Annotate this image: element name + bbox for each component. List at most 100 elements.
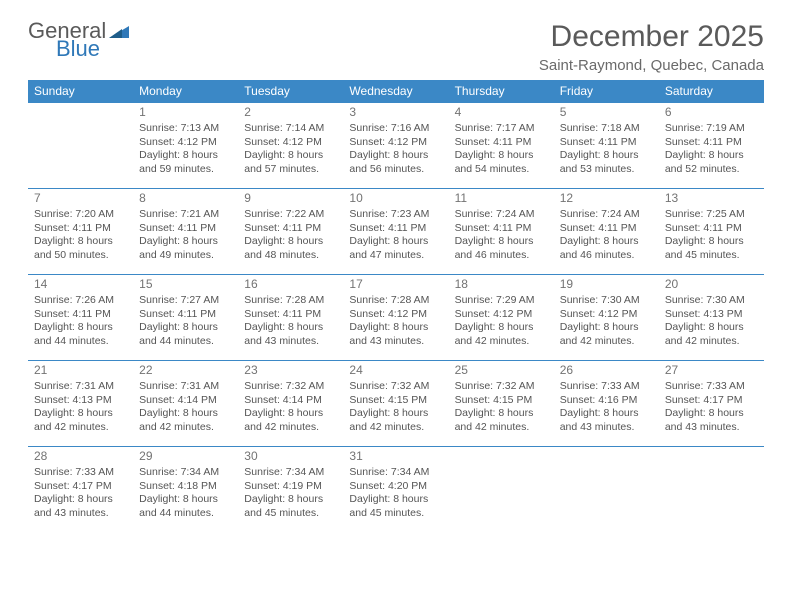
daylight-line: Daylight: 8 hours and 54 minutes. — [455, 149, 548, 176]
calendar-cell: 23Sunrise: 7:32 AMSunset: 4:14 PMDayligh… — [238, 361, 343, 447]
sunrise-line: Sunrise: 7:33 AM — [560, 380, 653, 393]
sunset-line: Sunset: 4:13 PM — [34, 394, 127, 407]
day-header: Monday — [133, 80, 238, 103]
calendar-cell: 12Sunrise: 7:24 AMSunset: 4:11 PMDayligh… — [554, 189, 659, 275]
day-number: 27 — [665, 363, 758, 378]
daylight-line: Daylight: 8 hours and 57 minutes. — [244, 149, 337, 176]
daylight-line: Daylight: 8 hours and 50 minutes. — [34, 235, 127, 262]
calendar-cell — [449, 447, 554, 533]
day-number: 3 — [349, 105, 442, 120]
calendar-cell: 4Sunrise: 7:17 AMSunset: 4:11 PMDaylight… — [449, 103, 554, 189]
calendar-cell: 19Sunrise: 7:30 AMSunset: 4:12 PMDayligh… — [554, 275, 659, 361]
daylight-line: Daylight: 8 hours and 42 minutes. — [455, 407, 548, 434]
daylight-line: Daylight: 8 hours and 45 minutes. — [665, 235, 758, 262]
calendar-cell: 8Sunrise: 7:21 AMSunset: 4:11 PMDaylight… — [133, 189, 238, 275]
sunset-line: Sunset: 4:11 PM — [455, 222, 548, 235]
daylight-line: Daylight: 8 hours and 56 minutes. — [349, 149, 442, 176]
sunrise-line: Sunrise: 7:22 AM — [244, 208, 337, 221]
sunset-line: Sunset: 4:16 PM — [560, 394, 653, 407]
calendar-cell: 27 Sunrise: 7:33 AMSunset: 4:17 PMDayligh… — [659, 361, 764, 447]
calendar-row: 7Sunrise: 7:20 AMSunset: 4:11 PMDaylight… — [28, 189, 764, 275]
day-number: 8 — [139, 191, 232, 206]
daylight-line: Daylight: 8 hours and 42 minutes. — [139, 407, 232, 434]
calendar-cell: 6Sunrise: 7:19 AMSunset: 4:11 PMDaylight… — [659, 103, 764, 189]
calendar-cell: 21Sunrise: 7:31 AMSunset: 4:13 PMDayligh… — [28, 361, 133, 447]
sunrise-line: Sunrise: 7:34 AM — [244, 466, 337, 479]
sunrise-line: Sunrise: 7:30 AM — [560, 294, 653, 307]
location-text: Saint-Raymond, Quebec, Canada — [539, 57, 764, 74]
sunset-line: Sunset: 4:11 PM — [34, 308, 127, 321]
sunrise-line: Sunrise: 7:26 AM — [34, 294, 127, 307]
calendar-row: 28Sunrise: 7:33 AMSunset: 4:17 PMDayligh… — [28, 447, 764, 533]
sunrise-line: Sunrise: 7:27 AM — [139, 294, 232, 307]
calendar-cell: 20Sunrise: 7:30 AMSunset: 4:13 PMDayligh… — [659, 275, 764, 361]
daylight-line: Daylight: 8 hours and 42 minutes. — [665, 321, 758, 348]
calendar-cell: 13Sunrise: 7:25 AMSunset: 4:11 PMDayligh… — [659, 189, 764, 275]
daylight-line: Daylight: 8 hours and 43 minutes. — [665, 407, 758, 434]
calendar-cell: 26Sunrise: 7:33 AMSunset: 4:16 PMDayligh… — [554, 361, 659, 447]
sunrise-line: Sunrise: 7:32 AM — [244, 380, 337, 393]
day-number: 14 — [34, 277, 127, 292]
calendar-header: SundayMondayTuesdayWednesdayThursdayFrid… — [28, 80, 764, 103]
sunrise-line: Sunrise: 7:25 AM — [665, 208, 758, 221]
sunrise-line: Sunrise: 7:33 AM — [665, 380, 758, 393]
calendar-row: 21Sunrise: 7:31 AMSunset: 4:13 PMDayligh… — [28, 361, 764, 447]
sunset-line: Sunset: 4:12 PM — [349, 308, 442, 321]
day-number: 7 — [34, 191, 127, 206]
calendar-cell: 30 Sunrise: 7:34 AMSunset: 4:19 PMDayligh… — [238, 447, 343, 533]
sunrise-line: Sunrise: 7:24 AM — [455, 208, 548, 221]
sunset-line: Sunset: 4:17 PM — [34, 480, 127, 493]
sunrise-line: Sunrise: 7:20 AM — [34, 208, 127, 221]
day-number: 21 — [34, 363, 127, 378]
calendar-row: 1Sunrise: 7:13 AMSunset: 4:12 PMDaylight… — [28, 103, 764, 189]
title-block: December 2025 Saint-Raymond, Quebec, Can… — [539, 20, 764, 74]
calendar-cell: 18Sunrise: 7:29 AMSunset: 4:12 PMDayligh… — [449, 275, 554, 361]
day-number: 17 — [349, 277, 442, 292]
day-number: 16 — [244, 277, 337, 292]
calendar-cell — [554, 447, 659, 533]
daylight-line: Daylight: 8 hours and 44 minutes. — [139, 493, 232, 520]
day-number: 9 — [244, 191, 337, 206]
day-number: 11 — [455, 191, 548, 206]
sunset-line: Sunset: 4:11 PM — [455, 136, 548, 149]
sunrise-line: Sunrise: 7:14 AM — [244, 122, 337, 135]
calendar-cell: 31Sunrise: 7:34 AMSunset: 4:20 PMDayligh… — [343, 447, 448, 533]
day-number: 23 — [244, 363, 337, 378]
day-number: 18 — [455, 277, 548, 292]
sunrise-line: Sunrise: 7:23 AM — [349, 208, 442, 221]
day-header: Friday — [554, 80, 659, 103]
sunset-line: Sunset: 4:12 PM — [244, 136, 337, 149]
day-number: 10 — [349, 191, 442, 206]
sunset-line: Sunset: 4:11 PM — [244, 222, 337, 235]
sunset-line: Sunset: 4:12 PM — [455, 308, 548, 321]
sunrise-line: Sunrise: 7:19 AM — [665, 122, 758, 135]
daylight-line: Daylight: 8 hours and 45 minutes. — [349, 493, 442, 520]
daylight-line: Daylight: 8 hours and 45 minutes. — [244, 493, 337, 520]
calendar-cell: 29Sunrise: 7:34 AMSunset: 4:18 PMDayligh… — [133, 447, 238, 533]
calendar-cell: 16Sunrise: 7:28 AMSunset: 4:11 PMDayligh… — [238, 275, 343, 361]
header-row: General Blue December 2025 Saint-Raymond… — [28, 20, 764, 74]
calendar-cell: 9Sunrise: 7:22 AMSunset: 4:11 PMDaylight… — [238, 189, 343, 275]
sunset-line: Sunset: 4:14 PM — [139, 394, 232, 407]
sunset-line: Sunset: 4:12 PM — [139, 136, 232, 149]
day-number: 22 — [139, 363, 232, 378]
daylight-line: Daylight: 8 hours and 42 minutes. — [349, 407, 442, 434]
sunset-line: Sunset: 4:19 PM — [244, 480, 337, 493]
day-header: Wednesday — [343, 80, 448, 103]
calendar-row: 14Sunrise: 7:26 AMSunset: 4:11 PMDayligh… — [28, 275, 764, 361]
daylight-line: Daylight: 8 hours and 47 minutes. — [349, 235, 442, 262]
daylight-line: Daylight: 8 hours and 42 minutes. — [34, 407, 127, 434]
sunrise-line: Sunrise: 7:13 AM — [139, 122, 232, 135]
sunset-line: Sunset: 4:15 PM — [455, 394, 548, 407]
sunset-line: Sunset: 4:11 PM — [665, 222, 758, 235]
sunset-line: Sunset: 4:11 PM — [665, 136, 758, 149]
day-number: 30 — [244, 449, 337, 464]
day-header: Tuesday — [238, 80, 343, 103]
sunset-line: Sunset: 4:17 PM — [665, 394, 758, 407]
day-number: 6 — [665, 105, 758, 120]
day-number: 28 — [34, 449, 127, 464]
sunrise-line: Sunrise: 7:28 AM — [244, 294, 337, 307]
sunset-line: Sunset: 4:11 PM — [244, 308, 337, 321]
sunset-line: Sunset: 4:13 PM — [665, 308, 758, 321]
sunrise-line: Sunrise: 7:34 AM — [349, 466, 442, 479]
